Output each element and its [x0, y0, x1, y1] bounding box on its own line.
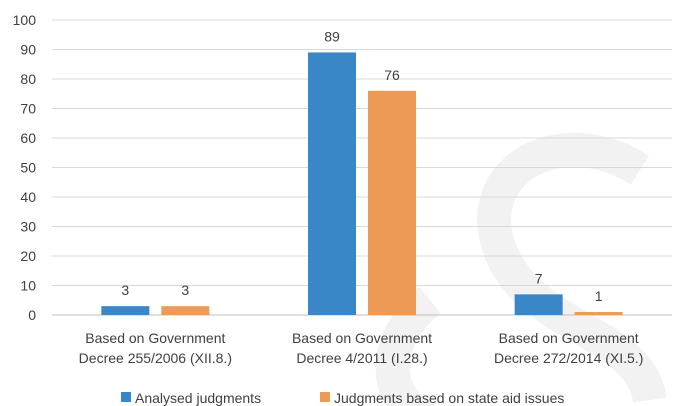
bars: [101, 52, 623, 315]
data-label: 76: [384, 67, 400, 83]
data-label: 1: [595, 288, 603, 304]
data-labels: 3 3 89 76 7 1: [121, 28, 602, 304]
y-tick-label: 90: [20, 42, 36, 58]
data-label: 7: [535, 270, 543, 286]
legend-label: Analysed judgments: [135, 390, 261, 406]
y-tick-label: 20: [20, 248, 36, 264]
bar-analysed-2: [514, 294, 563, 315]
y-tick-label: 30: [20, 219, 36, 235]
gridlines: [52, 19, 672, 316]
category-label: Based on Government: [499, 330, 639, 346]
category-label: Decree 4/2011 (I.28.): [296, 350, 427, 366]
data-label: 89: [324, 28, 340, 44]
bar-state-aid-2: [574, 312, 623, 315]
bar-state-aid-1: [368, 90, 416, 315]
bar-analysed-0: [101, 306, 150, 315]
category-labels: Based on Government Decree 255/2006 (XII.…: [79, 330, 644, 366]
y-tick-label: 100: [13, 12, 37, 28]
y-tick-label: 10: [20, 278, 36, 294]
bar-state-aid-0: [161, 306, 210, 315]
y-tick-label: 0: [28, 307, 36, 323]
category-label: Based on Government: [85, 330, 225, 346]
watermark: [375, 133, 667, 406]
bar-analysed-1: [308, 52, 356, 315]
legend-swatch: [121, 392, 131, 402]
category-label: Decree 255/2006 (XII.8.): [79, 350, 232, 366]
legend-label: Judgments based on state aid issues: [334, 390, 564, 406]
legend: Analysed judgments Judgments based on sta…: [121, 390, 564, 406]
legend-swatch: [320, 392, 330, 402]
y-tick-label: 70: [20, 101, 36, 117]
y-axis-ticks: 0 10 20 30 40 50 60 70 80 90 100: [13, 12, 37, 323]
data-label: 3: [181, 282, 189, 298]
y-tick-label: 40: [20, 189, 36, 205]
y-tick-label: 80: [20, 71, 36, 87]
y-tick-label: 50: [20, 160, 36, 176]
data-label: 3: [121, 282, 129, 298]
category-label: Based on Government: [292, 330, 432, 346]
y-tick-label: 60: [20, 130, 36, 146]
category-label: Decree 272/2014 (XI.5.): [494, 350, 643, 366]
